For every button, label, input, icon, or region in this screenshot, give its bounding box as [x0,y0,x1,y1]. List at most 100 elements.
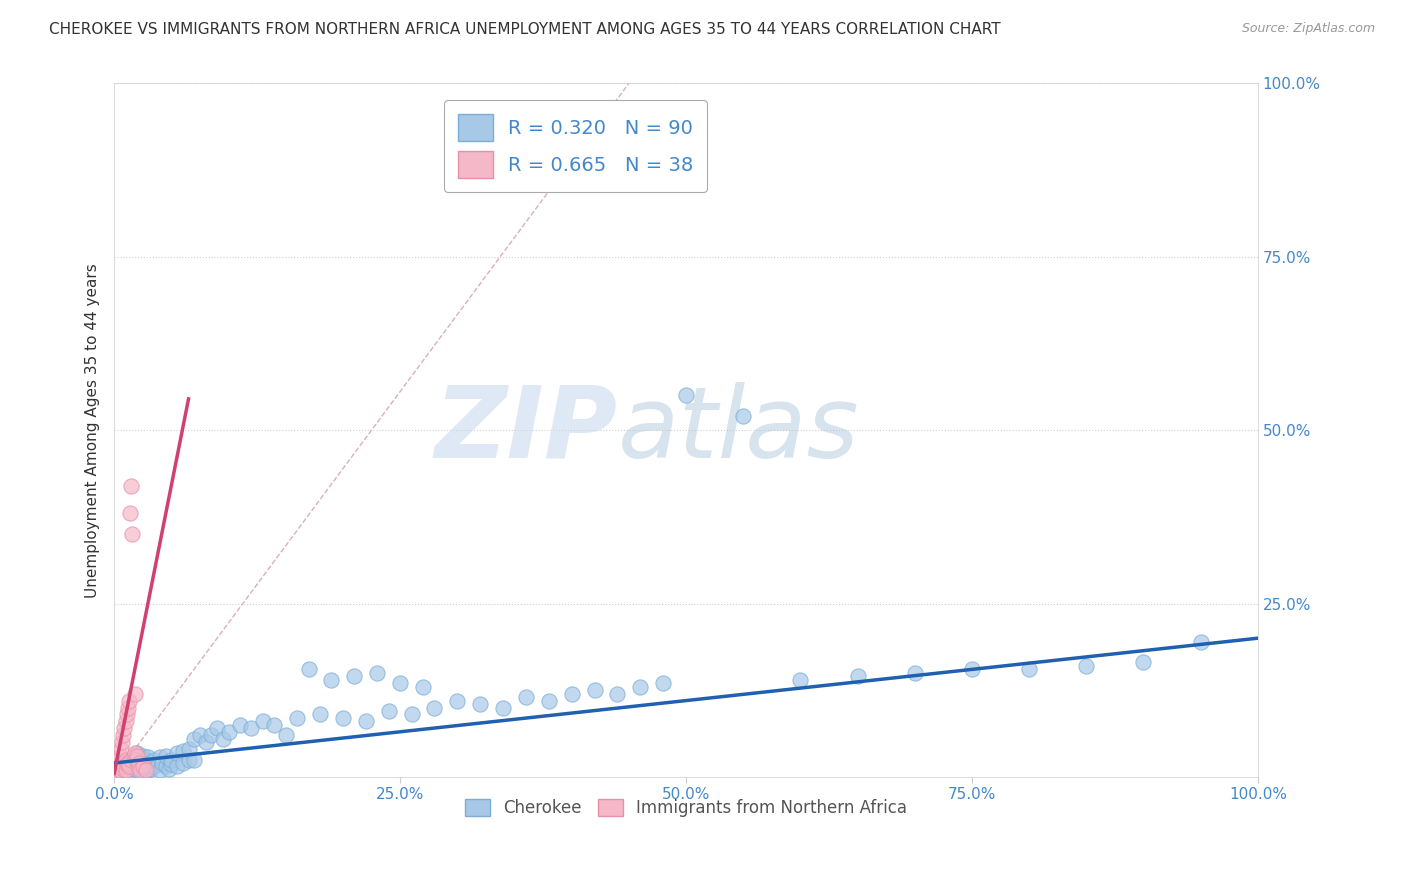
Point [135,752,157,766]
Point [108,763,131,777]
Point [150,756,173,770]
Point [155,749,177,764]
Point [166,746,188,760]
Point [128,756,150,770]
Point [177,742,200,756]
Point [252,714,274,729]
Point [127,759,149,773]
Point [263,718,285,732]
Point [128,752,150,766]
Point [118,759,141,773]
Point [194,735,217,749]
Point [117,756,139,770]
Point [172,743,194,757]
Point [118,693,141,707]
Point [1189,634,1212,648]
Text: ZIP: ZIP [434,382,617,479]
Point [114,762,136,776]
Point [105,764,128,779]
Point [132,763,155,777]
Point [166,759,188,773]
Point [120,759,142,773]
Point [114,757,136,772]
Point [125,746,148,760]
Point [960,662,983,676]
Point [117,700,139,714]
Point [155,759,177,773]
Point [139,762,162,776]
Point [107,752,129,766]
Point [124,746,146,760]
Point [157,762,180,776]
Point [135,763,157,777]
Text: CHEROKEE VS IMMIGRANTS FROM NORTHERN AFRICA UNEMPLOYMENT AMONG AGES 35 TO 44 YEA: CHEROKEE VS IMMIGRANTS FROM NORTHERN AFR… [49,22,1001,37]
Point [211,731,233,746]
Point [652,676,675,690]
Point [389,676,412,690]
Point [160,752,183,766]
Point [125,756,148,770]
Point [110,759,132,773]
Point [515,690,537,705]
Point [285,711,308,725]
Point [846,669,869,683]
Point [108,749,131,764]
Point [309,707,332,722]
Point [124,687,146,701]
Point [354,714,377,729]
Point [1018,662,1040,676]
Point [132,756,155,770]
Point [240,722,263,736]
Point [1076,659,1098,673]
Point [122,749,145,764]
Point [138,763,160,777]
Point [146,757,169,772]
Point [205,722,228,736]
Point [107,766,129,780]
Point [423,700,446,714]
Point [120,752,142,766]
Point [904,665,927,680]
Point [112,728,135,742]
Point [183,731,205,746]
Point [124,762,146,776]
Point [120,507,142,521]
Point [129,763,152,777]
Point [135,759,157,773]
Point [125,752,148,766]
Point [110,742,132,756]
Point [114,759,136,773]
Point [470,697,492,711]
Point [188,728,211,742]
Point [606,687,628,701]
Legend: Cherokee, Immigrants from Northern Africa: Cherokee, Immigrants from Northern Afric… [458,792,914,824]
Point [160,757,183,772]
Point [124,749,146,764]
Point [321,673,343,687]
Point [138,757,160,772]
Point [412,680,434,694]
Point [789,673,811,687]
Point [114,752,136,766]
Point [125,749,148,764]
Point [111,756,134,770]
Point [132,759,155,773]
Point [149,763,172,777]
Point [297,662,319,676]
Point [108,763,131,777]
Point [229,718,252,732]
Point [117,756,139,770]
Text: Source: ZipAtlas.com: Source: ZipAtlas.com [1241,22,1375,36]
Point [1132,656,1154,670]
Point [143,752,166,766]
Y-axis label: Unemployment Among Ages 35 to 44 years: Unemployment Among Ages 35 to 44 years [86,263,100,598]
Point [111,735,134,749]
Point [107,762,129,776]
Point [110,764,132,779]
Point [583,683,606,698]
Point [114,714,136,729]
Point [139,755,162,769]
Point [446,693,468,707]
Point [343,669,366,683]
Point [138,750,160,764]
